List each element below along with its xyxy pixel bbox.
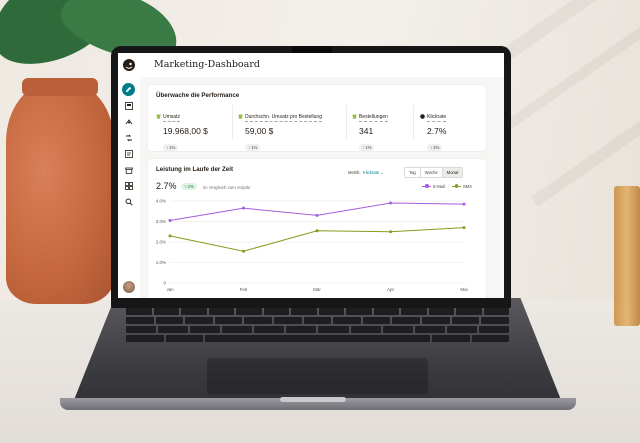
metric-label: Metrik:	[348, 170, 361, 175]
nav-campaigns-button[interactable]	[123, 100, 135, 111]
vase-rim	[22, 78, 98, 96]
automation-icon	[126, 134, 132, 141]
kpi-label: Klickrate	[427, 114, 447, 122]
kpi-divider	[232, 105, 233, 139]
legend-item-email[interactable]: E-Mail	[422, 184, 445, 189]
rate-change-badge: ↑ 2%	[181, 183, 198, 190]
nav-search-button[interactable]	[123, 196, 135, 207]
nav-rail	[118, 53, 141, 298]
data-point	[462, 226, 466, 230]
data-point	[389, 201, 392, 205]
range-week-button[interactable]: Woche	[420, 168, 443, 177]
kpi-orders[interactable]: Bestellungen 341 ↑ 1%	[352, 105, 388, 154]
kpi-value: 341	[359, 126, 374, 136]
data-point	[315, 229, 319, 233]
kpi-change-badge: ↑ 1%	[163, 144, 179, 151]
metric-dropdown-value: Klickrate	[363, 170, 380, 175]
kpi-label: Durchschn. Umsatz pro Bestellung	[245, 114, 322, 122]
performance-card: Überwache die Performance Umsatz 19.968,…	[148, 85, 486, 151]
pencil-icon	[125, 86, 132, 93]
integrations-icon	[125, 181, 133, 190]
audience-icon	[125, 118, 133, 124]
content-icon	[125, 149, 133, 158]
kpi-value: 19.968,00 $	[163, 126, 208, 136]
x-tick-label: Mai	[460, 287, 467, 292]
data-point	[168, 218, 172, 222]
y-tick-label: 1.0%	[156, 260, 166, 265]
campaign-icon	[125, 101, 133, 110]
performance-over-time-card: Leistung im Laufe der Zeit 2.7% ↑ 2% im …	[148, 159, 486, 298]
page-title: Marketing-Dashboard	[154, 59, 260, 70]
kpi-label: Bestellungen	[359, 114, 388, 122]
chart-legend: E-Mail SMS	[422, 184, 472, 189]
shopify-bag-icon	[352, 106, 357, 119]
y-tick-label: 3.0%	[156, 219, 166, 224]
shopify-bag-icon	[156, 106, 161, 119]
laptop-base	[70, 298, 565, 410]
shopify-bag-icon	[238, 106, 243, 119]
mailchimp-small-icon	[420, 106, 425, 119]
metric-dropdown[interactable]: Klickrate ⌄	[363, 170, 384, 175]
over-time-heading: Leistung im Laufe der Zeit	[156, 166, 234, 173]
kpi-value: 59,00 $	[245, 126, 274, 136]
nav-website-button[interactable]	[123, 164, 135, 175]
kpi-label: Umsatz	[163, 114, 180, 122]
website-icon	[125, 167, 133, 174]
y-tick-label: 0	[163, 281, 166, 286]
click-rate-line-chart: 0 1.0% 2.0% 3.0% 4.0% Jan Feb Mär Apr Mai	[156, 199, 468, 293]
range-day-button[interactable]: Tag	[405, 168, 421, 177]
camera-notch	[292, 46, 332, 56]
search-icon	[125, 198, 133, 206]
kpi-revenue[interactable]: Umsatz 19.968,00 $ ↑ 1%	[156, 105, 208, 154]
nav-audience-button[interactable]	[123, 116, 135, 127]
kpi-avg-order[interactable]: Durchschn. Umsatz pro Bestellung 59,00 $…	[238, 105, 322, 154]
data-point	[315, 213, 319, 217]
avatar[interactable]	[123, 281, 135, 293]
top-bar: Marketing-Dashboard	[140, 53, 504, 77]
kpi-click-rate[interactable]: Klickrate 2.7% ↑ 2%	[420, 105, 446, 154]
data-point	[242, 249, 245, 253]
range-switcher: Tag Woche Monat	[404, 167, 464, 178]
mailchimp-logo-icon[interactable]	[122, 58, 136, 72]
range-month-button[interactable]: Monat	[442, 168, 463, 177]
click-rate-value: 2.7%	[156, 181, 177, 191]
amber-glass	[614, 186, 640, 326]
nav-automations-button[interactable]	[123, 132, 135, 143]
main-content: Überwache die Performance Umsatz 19.968,…	[140, 77, 504, 298]
kpi-divider	[346, 105, 347, 139]
data-point	[389, 230, 392, 234]
nav-create-button[interactable]	[122, 83, 135, 96]
chevron-down-icon: ⌄	[380, 170, 384, 175]
x-tick-label: Mär	[313, 287, 321, 292]
app-screen: Marketing-Dashboard Überwache die Perfor…	[118, 53, 504, 298]
laptop-front-edge	[60, 398, 576, 410]
performance-heading: Überwache die Performance	[156, 92, 240, 99]
nav-integrations-button[interactable]	[123, 180, 135, 191]
keyboard	[126, 308, 509, 354]
legend-item-sms[interactable]: SMS	[451, 184, 472, 189]
y-tick-label: 4.0%	[156, 199, 166, 204]
kpi-change-badge: ↑ 1%	[245, 144, 261, 151]
x-tick-label: Apr	[387, 287, 395, 292]
kpi-change-badge: ↑ 2%	[427, 144, 443, 151]
data-point	[462, 202, 466, 206]
data-point	[242, 206, 245, 210]
y-tick-label: 2.0%	[156, 240, 166, 245]
rate-caption: im Vergleich zum Vorjahr	[203, 184, 251, 190]
kpi-value: 2.7%	[427, 126, 447, 136]
x-tick-label: Feb	[240, 287, 248, 292]
kpi-divider	[413, 105, 414, 139]
nav-content-button[interactable]	[123, 148, 135, 159]
laptop-thumb-notch	[280, 397, 346, 402]
terracotta-vase	[6, 82, 114, 304]
trackpad	[207, 358, 428, 394]
x-tick-label: Jan	[166, 287, 174, 292]
data-point	[168, 234, 172, 238]
series-line-e-mail	[169, 202, 465, 221]
kpi-change-badge: ↑ 1%	[359, 144, 375, 151]
